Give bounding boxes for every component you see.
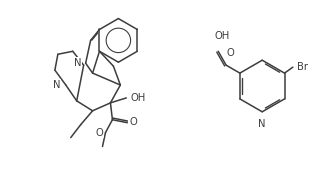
Text: O: O [96, 128, 104, 138]
Text: OH: OH [215, 31, 230, 41]
Text: N: N [259, 119, 266, 129]
Text: N: N [53, 80, 61, 90]
Text: O: O [226, 48, 234, 58]
Text: N: N [74, 58, 82, 68]
Text: O: O [129, 117, 137, 127]
Text: Br: Br [297, 62, 308, 72]
Text: OH: OH [130, 93, 145, 103]
